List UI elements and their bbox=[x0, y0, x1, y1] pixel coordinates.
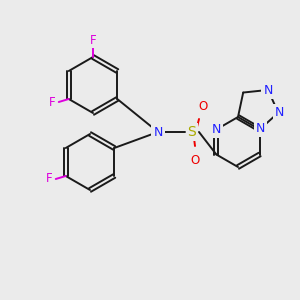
Text: F: F bbox=[90, 34, 96, 46]
Text: N: N bbox=[263, 84, 273, 98]
Text: F: F bbox=[48, 97, 55, 110]
Text: N: N bbox=[256, 122, 265, 135]
Text: N: N bbox=[153, 125, 163, 139]
Text: N: N bbox=[274, 106, 284, 119]
Text: O: O bbox=[198, 100, 208, 113]
Text: O: O bbox=[190, 154, 200, 166]
Text: S: S bbox=[188, 125, 196, 139]
Text: N: N bbox=[212, 123, 221, 136]
Text: F: F bbox=[45, 172, 52, 185]
